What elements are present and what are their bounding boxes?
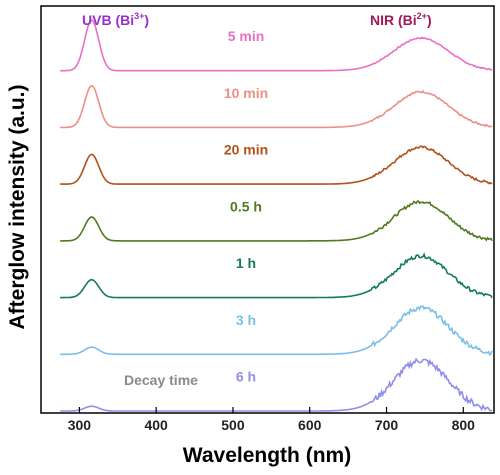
x-tick-label: 500 bbox=[221, 417, 245, 433]
plot-frame bbox=[40, 5, 495, 414]
series-label: 6 h bbox=[236, 369, 256, 385]
series-line bbox=[60, 19, 493, 72]
series-label-layer: 5 min 10 min 20 min 0.5 h 1 h 3 h 6 h bbox=[224, 28, 268, 384]
series-line bbox=[60, 84, 493, 129]
x-tick-label: 700 bbox=[375, 417, 399, 433]
x-axis-title: Wavelength (nm) bbox=[183, 444, 351, 467]
x-tick-label: 400 bbox=[144, 417, 168, 433]
series-label: 0.5 h bbox=[230, 198, 262, 214]
series-line bbox=[60, 252, 493, 299]
x-tick-label: 600 bbox=[298, 417, 322, 433]
series-line bbox=[60, 200, 493, 242]
series-line bbox=[60, 305, 493, 357]
decay-time-annotation: Decay time bbox=[124, 372, 198, 388]
series-label: 10 min bbox=[224, 85, 268, 101]
x-tick-label: 300 bbox=[68, 417, 92, 433]
series-label: 3 h bbox=[236, 312, 256, 328]
series-layer bbox=[60, 19, 493, 412]
x-tick-label: 800 bbox=[452, 417, 476, 433]
series-label: 1 h bbox=[236, 255, 256, 271]
series-line bbox=[60, 357, 493, 412]
series-line bbox=[60, 145, 493, 185]
series-label: 5 min bbox=[228, 28, 265, 44]
nir-annotation: NIR (Bi2+) bbox=[370, 11, 432, 28]
uvb-annotation: UVB (Bi3+) bbox=[82, 11, 149, 28]
series-label: 20 min bbox=[224, 142, 268, 158]
y-axis-title: Afterglow intensity (a.u.) bbox=[6, 84, 29, 329]
x-axis: 300 400 500 600 700 800 bbox=[68, 407, 475, 433]
